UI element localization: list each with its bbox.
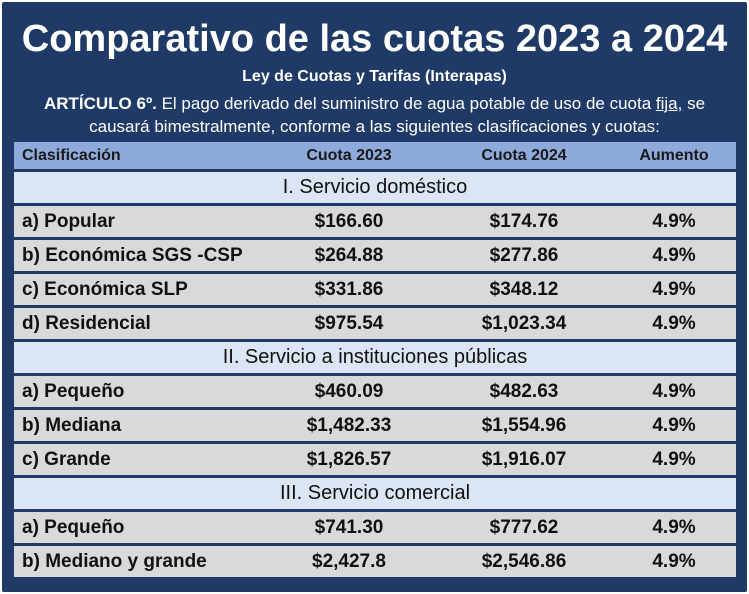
table-row: a) Pequeño $460.09 $482.63 4.9% — [14, 376, 736, 407]
cell-aumento: 4.9% — [652, 516, 696, 538]
section-title: I. Servicio doméstico — [282, 176, 468, 198]
cell-cuota-2024: $777.62 — [489, 516, 559, 538]
cell-cuota-2023: $1,826.57 — [306, 448, 392, 470]
article-intro: ARTÍCULO 6º. El pago derivado del sumini… — [16, 92, 733, 138]
cell-cuota-2023: $460.09 — [314, 380, 384, 402]
cell-clasificacion: d) Residencial — [22, 312, 151, 334]
section-title: III. Servicio comercial — [279, 482, 471, 504]
section-row-instituciones: II. Servicio a instituciones públicas — [14, 342, 736, 373]
article-underlined-word: fija, — [655, 94, 683, 113]
cell-aumento: 4.9% — [652, 312, 696, 334]
cell-cuota-2024: $1,554.96 — [481, 414, 567, 436]
cell-cuota-2024: $1,023.34 — [481, 312, 567, 334]
cell-cuota-2024: $482.63 — [489, 380, 559, 402]
cell-cuota-2023: $741.30 — [314, 516, 384, 538]
table-row: a) Pequeño $741.30 $777.62 4.9% — [14, 512, 736, 543]
article-text-before: El pago derivado del suministro de agua … — [156, 94, 656, 113]
section-title: II. Servicio a instituciones públicas — [222, 346, 528, 368]
table-row: b) Mediana $1,482.33 $1,554.96 4.9% — [14, 410, 736, 441]
article-label: ARTÍCULO 6º. — [43, 94, 157, 113]
cell-cuota-2023: $264.88 — [314, 244, 384, 266]
cell-cuota-2023: $975.54 — [314, 312, 384, 334]
cell-clasificacion: a) Pequeño — [22, 516, 125, 538]
table-header-row: Clasificación Cuota 2023 Cuota 2024 Aume… — [14, 142, 736, 169]
cell-clasificacion: b) Mediana — [22, 414, 122, 436]
cell-cuota-2023: $331.86 — [314, 278, 384, 300]
table-row: c) Económica SLP $331.86 $348.12 4.9% — [14, 274, 736, 305]
cell-cuota-2024: $348.12 — [489, 278, 559, 300]
cell-aumento: 4.9% — [652, 278, 696, 300]
cell-aumento: 4.9% — [652, 244, 696, 266]
cell-cuota-2024: $1,916.07 — [481, 448, 567, 470]
cell-cuota-2023: $1,482.33 — [306, 414, 392, 436]
header-aumento: Aumento — [639, 146, 709, 164]
cell-clasificacion: c) Grande — [22, 448, 111, 470]
section-row-comercial: III. Servicio comercial — [14, 478, 736, 509]
table-row: d) Residencial $975.54 $1,023.34 4.9% — [14, 308, 736, 339]
cell-clasificacion: b) Económica SGS -CSP — [22, 244, 243, 266]
cell-clasificacion: a) Pequeño — [22, 380, 125, 402]
cell-cuota-2023: $2,427.8 — [312, 550, 386, 572]
page-subtitle: Ley de Cuotas y Tarifas (Interapas) — [242, 68, 507, 85]
page-title: Comparativo de las cuotas 2023 a 2024 — [21, 18, 728, 60]
table-row: c) Grande $1,826.57 $1,916.07 4.9% — [14, 444, 736, 475]
cell-aumento: 4.9% — [652, 448, 696, 470]
cell-clasificacion: b) Mediano y grande — [22, 550, 207, 572]
cell-cuota-2024: $174.76 — [489, 210, 559, 232]
header-cuota-2023: Cuota 2023 — [306, 146, 392, 164]
section-row-domestico: I. Servicio doméstico — [14, 172, 736, 203]
cell-clasificacion: a) Popular — [22, 210, 115, 232]
cell-cuota-2024: $277.86 — [489, 244, 559, 266]
table-row: b) Económica SGS -CSP $264.88 $277.86 4.… — [14, 240, 736, 271]
cell-aumento: 4.9% — [652, 414, 696, 436]
table-row: a) Popular $166.60 $174.76 4.9% — [14, 206, 736, 237]
article-text-after: se causará bimestralmente, conforme a la… — [89, 94, 706, 136]
table-row: b) Mediano y grande $2,427.8 $2,546.86 4… — [14, 546, 736, 577]
cell-clasificacion: c) Económica SLP — [22, 278, 188, 300]
cell-aumento: 4.9% — [652, 210, 696, 232]
cell-aumento: 4.9% — [652, 380, 696, 402]
cell-cuota-2023: $166.60 — [314, 210, 384, 232]
cell-aumento: 4.9% — [652, 550, 696, 572]
rates-table: Clasificación Cuota 2023 Cuota 2024 Aume… — [14, 142, 736, 580]
header-clasificacion: Clasificación — [22, 146, 121, 164]
header-cuota-2024: Cuota 2024 — [481, 146, 567, 164]
cell-cuota-2024: $2,546.86 — [481, 550, 567, 572]
